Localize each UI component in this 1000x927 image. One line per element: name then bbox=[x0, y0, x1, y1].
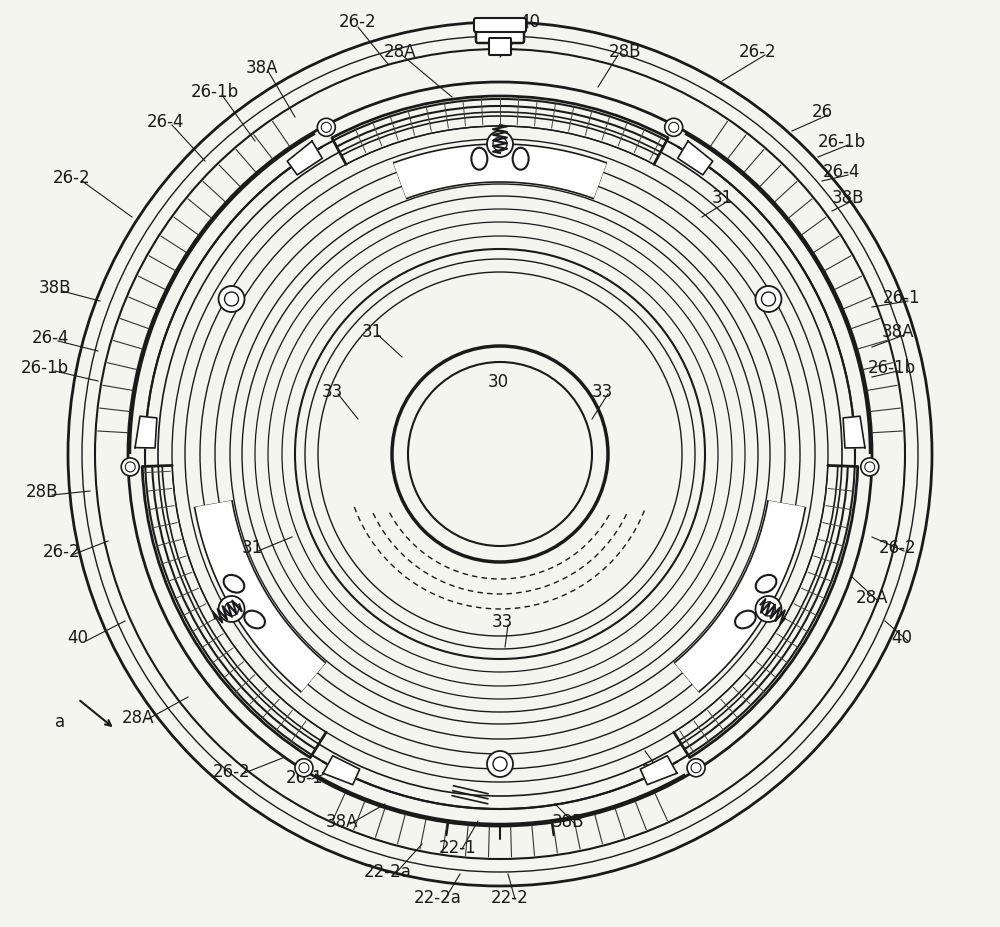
Text: 22-2a: 22-2a bbox=[364, 862, 412, 880]
Polygon shape bbox=[135, 417, 157, 449]
Text: 40: 40 bbox=[520, 13, 540, 31]
Text: 22-2: 22-2 bbox=[491, 888, 529, 906]
Text: 31: 31 bbox=[241, 539, 263, 556]
Text: 40: 40 bbox=[892, 629, 912, 646]
Circle shape bbox=[219, 596, 245, 622]
Text: 26-2: 26-2 bbox=[339, 13, 377, 31]
Polygon shape bbox=[394, 145, 606, 199]
FancyBboxPatch shape bbox=[489, 39, 511, 56]
Text: 22-1: 22-1 bbox=[439, 838, 477, 856]
Text: 38A: 38A bbox=[882, 323, 914, 340]
Polygon shape bbox=[287, 142, 322, 176]
Text: 26: 26 bbox=[811, 103, 833, 121]
Circle shape bbox=[665, 120, 683, 137]
Text: 26-2: 26-2 bbox=[43, 542, 81, 561]
Text: 26-4: 26-4 bbox=[146, 113, 184, 131]
Text: 28A: 28A bbox=[856, 589, 888, 606]
Text: 28A: 28A bbox=[122, 708, 154, 726]
Polygon shape bbox=[675, 502, 805, 692]
Text: 38A: 38A bbox=[246, 59, 278, 77]
Text: 26-1b: 26-1b bbox=[191, 83, 239, 101]
Circle shape bbox=[487, 751, 513, 777]
Text: 26-2: 26-2 bbox=[53, 169, 91, 187]
Text: 22-2a: 22-2a bbox=[414, 888, 462, 906]
Text: 38B: 38B bbox=[39, 279, 71, 297]
FancyBboxPatch shape bbox=[474, 19, 526, 33]
Text: 26-4: 26-4 bbox=[823, 163, 861, 181]
Text: 26-1: 26-1 bbox=[883, 288, 921, 307]
Text: 33: 33 bbox=[591, 383, 613, 400]
Circle shape bbox=[755, 286, 781, 312]
FancyBboxPatch shape bbox=[476, 26, 524, 44]
Text: 26-2: 26-2 bbox=[213, 762, 251, 781]
Text: 26-4: 26-4 bbox=[31, 329, 69, 347]
Text: 28B: 28B bbox=[642, 762, 674, 781]
Ellipse shape bbox=[756, 576, 776, 593]
Polygon shape bbox=[323, 756, 360, 785]
Text: 28B: 28B bbox=[609, 43, 641, 61]
Text: 26-2: 26-2 bbox=[739, 43, 777, 61]
Text: 38A: 38A bbox=[326, 812, 358, 830]
Circle shape bbox=[487, 132, 513, 158]
Circle shape bbox=[861, 459, 879, 476]
Circle shape bbox=[219, 286, 245, 312]
Circle shape bbox=[121, 459, 139, 476]
Polygon shape bbox=[678, 142, 713, 176]
Text: 26-1: 26-1 bbox=[286, 768, 324, 786]
Text: 26-2: 26-2 bbox=[879, 539, 917, 556]
Ellipse shape bbox=[471, 148, 487, 171]
Text: 31: 31 bbox=[361, 323, 383, 340]
Ellipse shape bbox=[244, 611, 265, 629]
Text: 40: 40 bbox=[68, 629, 89, 646]
Text: 38B: 38B bbox=[552, 812, 584, 830]
Polygon shape bbox=[640, 756, 677, 785]
Circle shape bbox=[317, 120, 335, 137]
Circle shape bbox=[755, 596, 781, 622]
Text: 30: 30 bbox=[487, 373, 509, 390]
Text: 38B: 38B bbox=[832, 189, 864, 207]
Polygon shape bbox=[195, 502, 325, 692]
Ellipse shape bbox=[735, 611, 756, 629]
Text: 26-1b: 26-1b bbox=[818, 133, 866, 151]
Text: 26-1b: 26-1b bbox=[868, 359, 916, 376]
Circle shape bbox=[295, 759, 313, 777]
Polygon shape bbox=[843, 417, 865, 449]
Circle shape bbox=[687, 759, 705, 777]
Ellipse shape bbox=[513, 148, 529, 171]
Ellipse shape bbox=[224, 576, 244, 593]
Text: 33: 33 bbox=[321, 383, 343, 400]
Text: 31: 31 bbox=[711, 189, 733, 207]
Text: 28A: 28A bbox=[384, 43, 416, 61]
Text: 26-1b: 26-1b bbox=[21, 359, 69, 376]
Text: 28B: 28B bbox=[26, 482, 58, 501]
Text: 33: 33 bbox=[491, 613, 513, 630]
Text: a: a bbox=[55, 712, 65, 730]
